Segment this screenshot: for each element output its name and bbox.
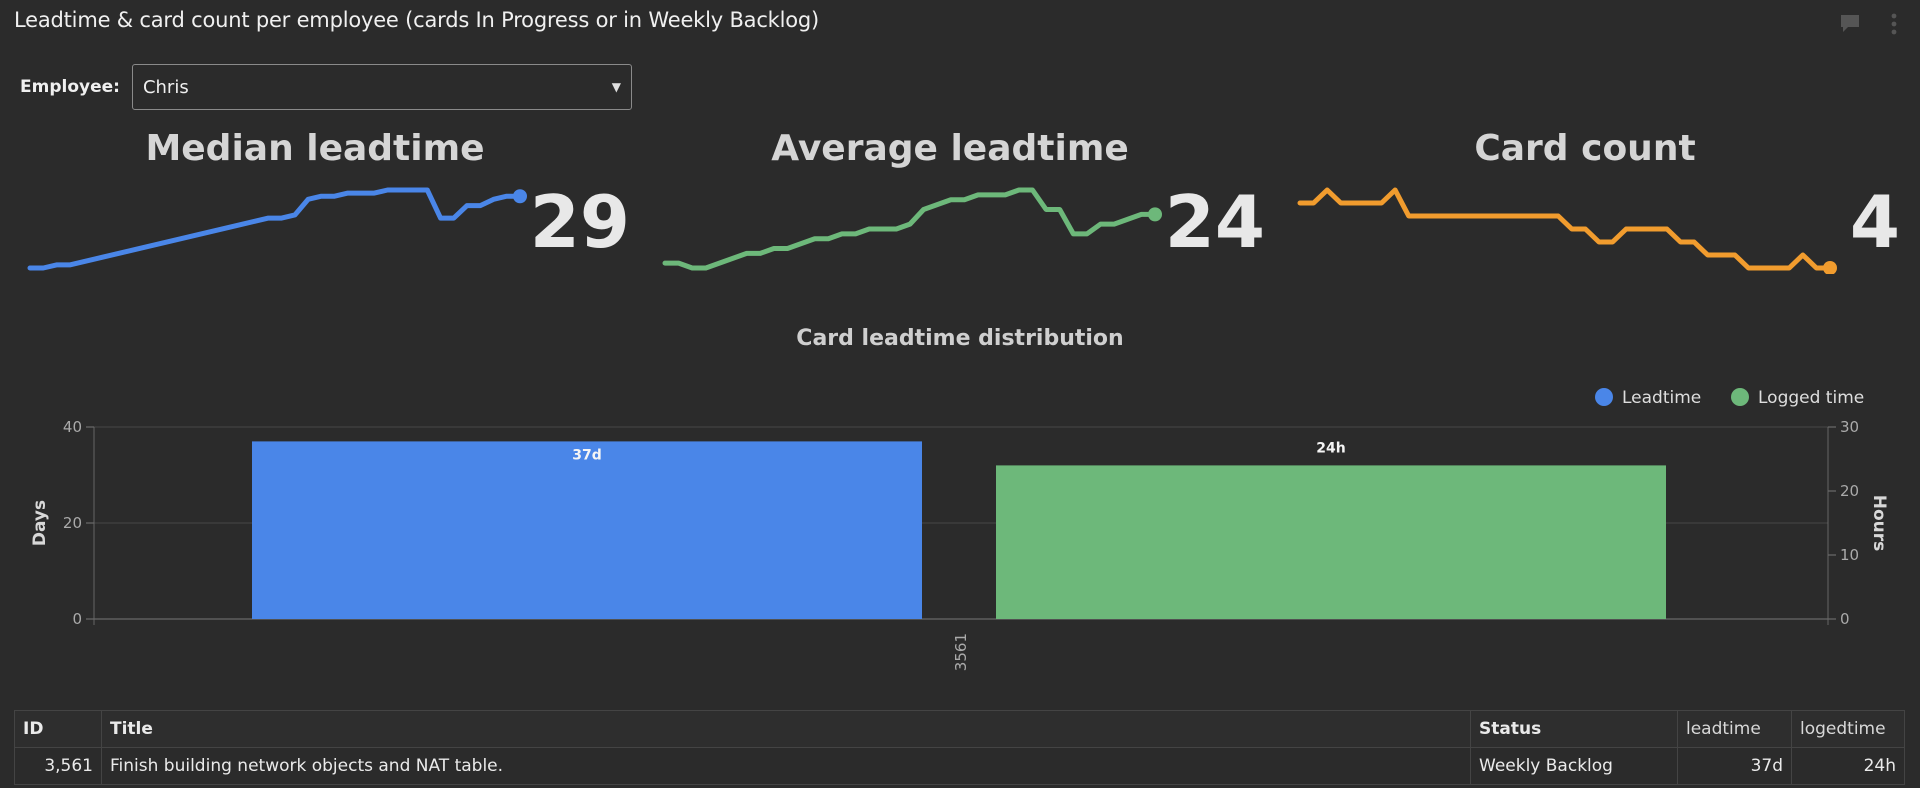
page-title: Leadtime & card count per employee (card… [14,8,820,32]
kpi-title: Card count [1474,128,1696,169]
kpi-value: 24 [1164,180,1265,264]
legend-item-logged-time[interactable]: Logged time [1731,388,1864,408]
x-axis-tick-label: 3561 [952,633,970,671]
cell-logedtime: 24h [1791,747,1905,785]
median-leadtime-sparkline [27,187,527,271]
y-axis-label: Days [30,500,50,546]
comment-icon[interactable] [1838,12,1862,36]
sparkline-last-point [1823,261,1837,274]
y2-axis-tick-label: 30 [1840,418,1859,436]
cell-status: Weekly Backlog [1470,747,1678,785]
legend-item-leadtime[interactable]: Leadtime [1595,388,1701,408]
average-leadtime-sparkline [662,187,1162,271]
sparkline-path [662,187,1158,271]
column-header-status[interactable]: Status [1470,710,1678,748]
kpi-median-leadtime: Median leadtime 29 [0,124,630,294]
legend-label: Leadtime [1622,388,1701,408]
cell-title: Finish building network objects and NAT … [101,747,1471,785]
y2-axis-tick-label: 0 [1840,610,1850,628]
y-axis-tick-label: 0 [72,610,82,628]
y2-axis-label: Hours [1869,495,1889,552]
cards-table: ID Title Status leadtime logedtime 3,561… [14,710,1905,785]
bar-logged-time[interactable] [996,465,1666,619]
y2-axis-tick-label: 20 [1840,482,1859,500]
card-count-sparkline [1297,187,1837,274]
kpi-value: 4 [1849,180,1900,264]
bar-leadtime[interactable] [252,441,922,619]
kpi-average-leadtime: Average leadtime 24 [635,124,1265,294]
table-header-row: ID Title Status leadtime logedtime [14,710,1905,748]
kpi-card-count: Card count 4 [1270,124,1900,294]
column-header-id[interactable]: ID [14,710,102,748]
sparkline-last-point [1148,207,1162,222]
y-axis-tick-label: 20 [63,514,82,532]
y-axis-tick-label: 40 [63,418,82,436]
leadtime-distribution-chart: 40 20 0 30 20 10 0 Days Hours 3561 37d 24h Leadtime L… [30,388,1889,671]
legend-label: Logged time [1758,388,1864,408]
column-header-leadtime[interactable]: leadtime [1677,710,1792,748]
y2-axis-tick-label: 10 [1840,546,1859,564]
kpi-title: Average leadtime [771,128,1129,169]
chevron-down-icon: ▼ [611,80,621,94]
employee-select-value: Chris [142,76,189,98]
bar-data-label: 24h [1316,440,1345,456]
sparkline-path [1297,187,1833,271]
cell-id: 3,561 [14,747,102,785]
legend-marker [1731,388,1749,406]
more-vertical-icon[interactable] [1882,12,1906,36]
bar-data-label: 37d [572,447,602,463]
cell-leadtime: 37d [1677,747,1792,785]
legend-marker [1595,388,1613,406]
employee-select[interactable]: Chris ▼ [131,64,632,110]
header-actions [1838,12,1906,36]
sparkline-last-point [513,189,527,204]
employee-filter: Employee: Chris ▼ [20,64,632,110]
sparkline-path [27,187,523,271]
column-header-logedtime[interactable]: logedtime [1791,710,1905,748]
kpi-value: 29 [529,180,630,264]
kpi-title: Median leadtime [145,128,485,169]
distribution-title: Card leadtime distribution [796,326,1124,351]
column-header-title[interactable]: Title [101,710,1471,748]
employee-filter-label: Employee: [20,77,120,97]
table-row[interactable]: 3,561 Finish building network objects an… [14,747,1905,785]
